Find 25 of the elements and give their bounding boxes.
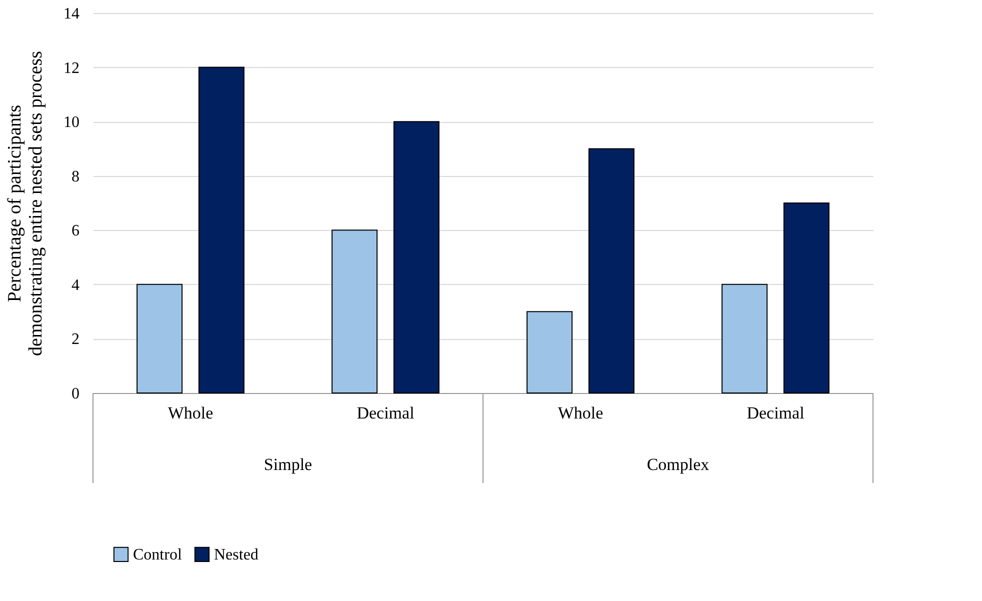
- x-tick-label: Whole: [168, 404, 214, 422]
- bar: [332, 230, 378, 394]
- x-tick-label: Decimal: [746, 404, 805, 422]
- y-tick-label: 14: [64, 6, 80, 22]
- x-tick-label: Decimal: [356, 404, 415, 422]
- bar: [526, 311, 573, 394]
- y-tick-label: 6: [72, 222, 80, 240]
- legend-label: Nested: [214, 546, 258, 564]
- bar: [722, 284, 768, 394]
- y-axis-title: Percentage of participants demonstrating entire nested sets process: [4, 51, 46, 356]
- bar: [198, 66, 244, 394]
- legend-label: Control: [133, 546, 182, 564]
- y-tick-label: 0: [72, 386, 80, 402]
- bar: [136, 284, 183, 394]
- text: Simple: [264, 455, 312, 474]
- bar: [588, 148, 634, 394]
- y-tick-label: 4: [72, 276, 80, 294]
- y-tick-label: 8: [72, 168, 80, 186]
- y-tick-label: 10: [64, 114, 80, 132]
- bar: [783, 202, 830, 394]
- x-tick-label: Whole: [558, 404, 604, 422]
- y-tick-label: 2: [72, 331, 80, 348]
- bar: [393, 121, 440, 394]
- text: Complex: [646, 455, 710, 474]
- y-tick-label: 12: [64, 60, 80, 77]
